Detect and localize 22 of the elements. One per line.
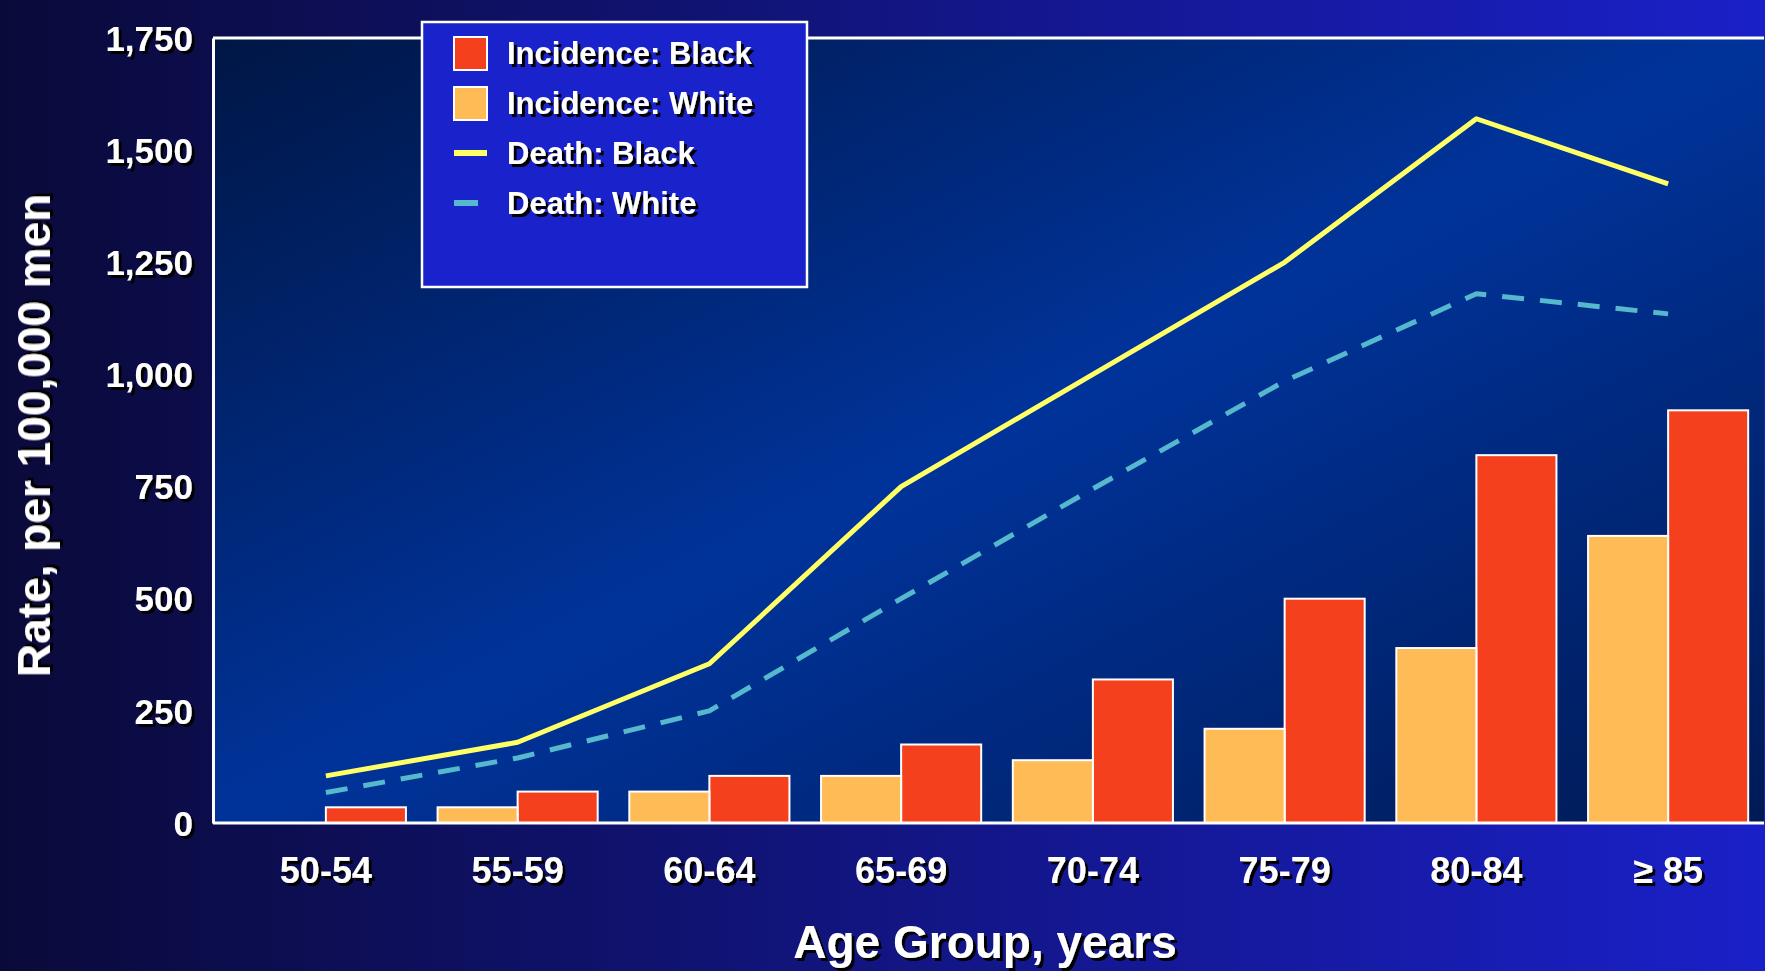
legend-label: Death: White (507, 185, 697, 221)
x-tick-label: 65-69 (855, 849, 948, 891)
y-tick-label: 500 (134, 579, 193, 619)
y-tick-label: 0 (173, 803, 193, 843)
y-tick-label: 1,250 (105, 243, 193, 283)
x-axis-title: Age Group, years (793, 916, 1177, 968)
x-tick-label: 70-74 (1046, 849, 1139, 891)
x-tick-label: ≥ 85 (1633, 849, 1704, 891)
y-tick-label: 250 (134, 691, 193, 731)
y-tick-label: 1,750 (105, 18, 193, 58)
x-tick-label: 80-84 (1430, 849, 1523, 891)
y-axis-title: Rate, per 100,000 men (8, 193, 60, 678)
x-tick-label: 60-64 (663, 849, 756, 891)
x-tick-label: 50-54 (279, 849, 372, 891)
y-tick-label: 750 (134, 467, 193, 507)
y-tick-label: 1,500 (105, 130, 193, 170)
legend-label: Incidence: Black (507, 35, 753, 71)
legend-label: Incidence: White (507, 85, 754, 121)
y-tick-label: 1,000 (105, 355, 193, 395)
x-tick-label: 55-59 (471, 849, 564, 891)
legend-label: Death: Black (507, 135, 696, 171)
x-tick-label: 75-79 (1238, 849, 1331, 891)
